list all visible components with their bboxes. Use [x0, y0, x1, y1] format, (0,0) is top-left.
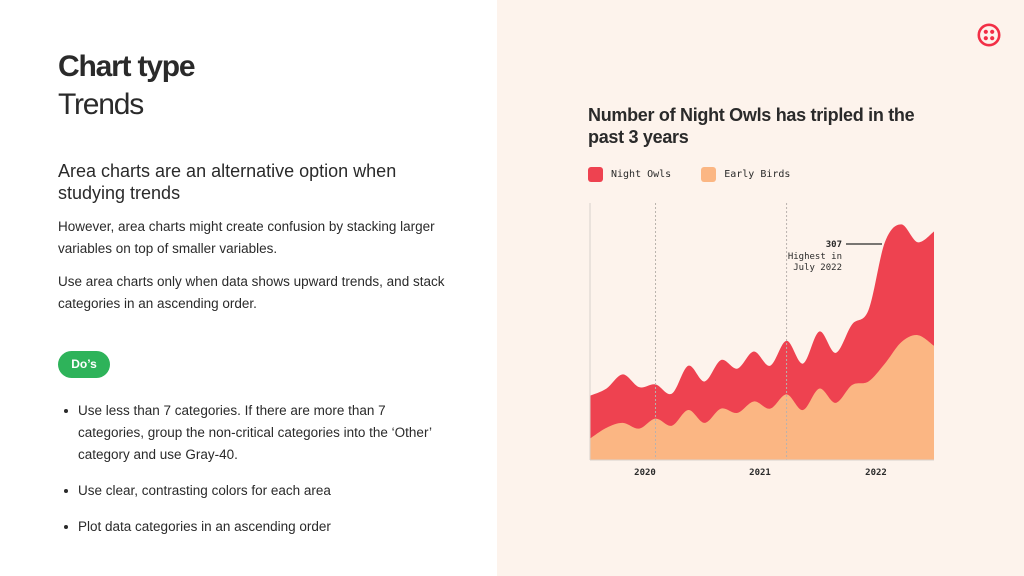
list-item-text: Use clear, contrasting colors for each a… — [78, 483, 331, 498]
x-tick-label: 2022 — [865, 468, 887, 478]
legend-label-early-birds: Early Birds — [724, 168, 791, 180]
list-item-text: Plot data categories in an ascending ord… — [78, 519, 331, 534]
bullet-dot-icon — [64, 525, 68, 529]
dos-badge: Do’s — [58, 351, 110, 378]
text-panel: Chart type Trends Area charts are an alt… — [0, 0, 497, 576]
annotation-text: Highest in — [788, 252, 842, 262]
legend-swatch-night-owls — [588, 166, 603, 182]
list-item: Use less than 7 categories. If there are… — [62, 400, 452, 466]
paragraph-confusion: However, area charts might create confus… — [58, 219, 435, 256]
chart-legend: Night Owls Early Birds — [588, 165, 820, 183]
paragraph-usage: Use area charts only when data shows upw… — [58, 274, 445, 311]
legend-label-night-owls: Night Owls — [611, 168, 672, 180]
subheading: Area charts are an alternative option wh… — [58, 161, 397, 203]
chart-title: Number of Night Owls has tripled in the … — [588, 105, 915, 147]
legend-item-early-birds: Early Birds — [701, 166, 791, 182]
annotation-value: 307 — [826, 240, 842, 250]
area-series-early-birds — [590, 334, 934, 460]
legend-swatch-early-birds — [701, 166, 717, 182]
slide-title: Chart type — [58, 50, 196, 83]
list-item: Use clear, contrasting colors for each a… — [62, 480, 452, 502]
slide-subtitle: Trends — [58, 88, 144, 121]
list-item: Plot data categories in an ascending ord… — [62, 516, 452, 538]
dos-list: Use less than 7 categories. If there are… — [62, 400, 452, 552]
twilio-logo-icon — [977, 23, 1001, 47]
bullet-dot-icon — [64, 409, 68, 413]
x-tick-label: 2020 — [634, 468, 656, 478]
x-tick-label: 2021 — [749, 468, 771, 478]
bullet-dot-icon — [64, 489, 68, 493]
annotation-text: July 2022 — [793, 263, 842, 273]
legend-item-night-owls: Night Owls — [588, 166, 672, 182]
list-item-text: Use less than 7 categories. If there are… — [78, 403, 432, 462]
chart-panel — [497, 0, 1024, 576]
